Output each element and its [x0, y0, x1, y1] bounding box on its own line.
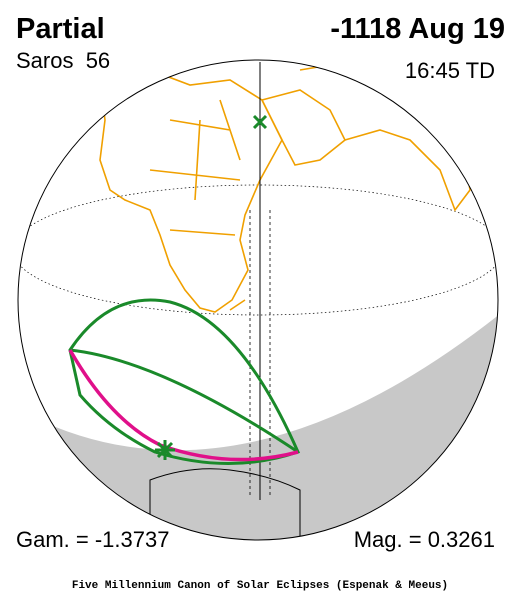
- subsolar-point: [252, 114, 268, 130]
- greatest-eclipse-star: [155, 440, 175, 460]
- globe-outline: [17, 59, 499, 541]
- penumbra-limit: [68, 298, 301, 465]
- penumbra-limit: [69, 348, 299, 454]
- time: 16:45 TD: [405, 58, 495, 83]
- gamma: Gam. = -1.3737: [16, 527, 169, 552]
- antarctica: [149, 468, 301, 540]
- saros: Saros 56: [16, 48, 110, 73]
- credit: Five Millennium Canon of Solar Eclipses …: [72, 580, 448, 592]
- eclipse-type: Partial: [16, 13, 105, 45]
- night-shadow: [18, 310, 498, 540]
- eclipse-date: -1118 Aug 19: [330, 13, 505, 45]
- magnitude: Mag. = 0.3261: [354, 527, 495, 552]
